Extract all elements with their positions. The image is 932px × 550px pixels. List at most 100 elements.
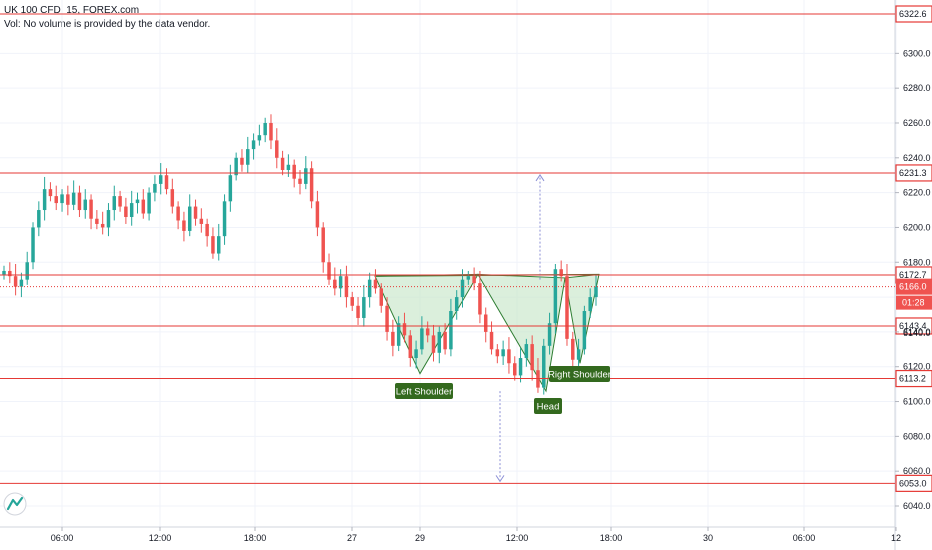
candle xyxy=(443,323,447,355)
candle-body xyxy=(478,283,482,315)
candle-body xyxy=(158,175,163,184)
candle xyxy=(228,164,233,212)
candle xyxy=(37,201,41,237)
candle xyxy=(176,201,180,230)
time-tick-label: 29 xyxy=(415,533,425,543)
candle xyxy=(95,210,99,230)
candle xyxy=(420,316,424,355)
level-price-label[interactable]: 6143.4 xyxy=(895,317,932,335)
candle-body xyxy=(350,297,354,306)
candle-body xyxy=(530,344,534,371)
current-price-label: 6166.0 xyxy=(896,278,932,295)
countdown-box xyxy=(896,295,932,310)
time-tick-label: 12:00 xyxy=(149,533,172,543)
candle xyxy=(100,211,105,235)
candle xyxy=(2,265,6,280)
candle-body xyxy=(449,311,453,350)
time-tick-label: 12:00 xyxy=(506,533,529,543)
candle xyxy=(275,128,279,169)
left-shoulder-label-text: Left Shoulder xyxy=(396,387,453,398)
left-shoulder-label[interactable]: Left Shoulder xyxy=(395,383,453,399)
tradingview-logo-icon xyxy=(3,492,27,516)
volume-note: Vol: No volume is provided by the data v… xyxy=(4,19,211,30)
candle xyxy=(518,347,523,383)
candle xyxy=(513,356,517,381)
level-label-box xyxy=(895,164,932,182)
candle-body xyxy=(576,349,581,360)
candle xyxy=(48,182,53,202)
candle xyxy=(321,222,325,273)
level-price-label[interactable]: 6053.0 xyxy=(895,474,932,492)
price-tick-label: 6120.0 xyxy=(903,362,931,372)
level-label-box xyxy=(895,474,932,492)
candle xyxy=(187,194,192,237)
candle xyxy=(234,152,238,181)
candle-body xyxy=(182,220,186,231)
candle xyxy=(25,251,29,285)
candle-body xyxy=(298,178,302,184)
candle xyxy=(31,222,35,270)
candle xyxy=(106,203,111,237)
target-up-arrow xyxy=(535,174,545,182)
price-tick-label: 6040.0 xyxy=(903,501,931,511)
candle xyxy=(60,189,64,212)
candle xyxy=(396,316,401,352)
candle-body xyxy=(338,276,343,289)
right-shoulder-label[interactable]: Right Shoulder xyxy=(548,366,611,382)
candle xyxy=(170,178,175,214)
candle-body xyxy=(77,192,82,211)
candle xyxy=(414,340,418,369)
candle-body xyxy=(547,323,552,346)
level-price-label[interactable]: 6113.2 xyxy=(895,369,932,388)
candle-body xyxy=(489,331,494,350)
candle xyxy=(298,169,302,195)
price-axis: 6300.0 6280.0 6260.0 6240.0 6220.0 6200.0 6180… xyxy=(895,48,931,511)
price-projection xyxy=(495,174,545,483)
candle xyxy=(350,291,354,312)
level-label-text: 6322.6 xyxy=(899,9,927,19)
candle-body xyxy=(304,168,308,184)
candle xyxy=(402,312,407,343)
candle xyxy=(408,330,413,367)
candle-body xyxy=(112,196,117,211)
candle-body xyxy=(356,305,360,318)
candle-body xyxy=(588,297,592,312)
candle-body xyxy=(495,349,500,357)
left-shoulder-label-box xyxy=(395,383,453,399)
candle xyxy=(333,267,337,296)
candle-body xyxy=(257,135,262,141)
head-label[interactable]: Head xyxy=(534,398,562,414)
candle xyxy=(217,223,221,261)
candle xyxy=(478,270,482,324)
candle-body xyxy=(373,279,378,289)
candle-body xyxy=(524,344,529,359)
logo-mark xyxy=(6,496,24,511)
candle-body xyxy=(594,286,598,298)
level-price-label[interactable]: 6322.6 xyxy=(895,5,932,23)
candle xyxy=(211,227,215,259)
candle xyxy=(507,337,511,374)
candle-body xyxy=(37,210,41,228)
candle xyxy=(431,324,436,362)
candle-body xyxy=(19,279,24,287)
current-price-text: 6166.0 xyxy=(899,282,927,292)
candle-body xyxy=(153,183,157,193)
candle-body xyxy=(513,363,517,376)
candle-body xyxy=(315,201,320,228)
candle-body xyxy=(292,164,296,179)
candle xyxy=(182,211,186,242)
candle xyxy=(147,187,151,221)
chart-symbol-title[interactable]: UK 100 CFD, 15, FOREX.com xyxy=(4,5,140,16)
level-label-text: 6143.4 xyxy=(899,321,927,331)
candle-body xyxy=(66,194,70,205)
candle-body xyxy=(414,349,418,359)
time-axis: 06:00 12:00 18:00 27 29 12:00 18:00 30 06:00 12 xyxy=(51,527,901,543)
candle-body xyxy=(118,196,122,207)
price-tick-label: 6280.0 xyxy=(903,83,931,93)
candle-body xyxy=(205,223,209,237)
candle-body xyxy=(327,262,331,280)
level-price-label[interactable]: 6231.3 xyxy=(895,164,932,182)
candle xyxy=(13,264,18,296)
candle-body xyxy=(518,358,523,376)
